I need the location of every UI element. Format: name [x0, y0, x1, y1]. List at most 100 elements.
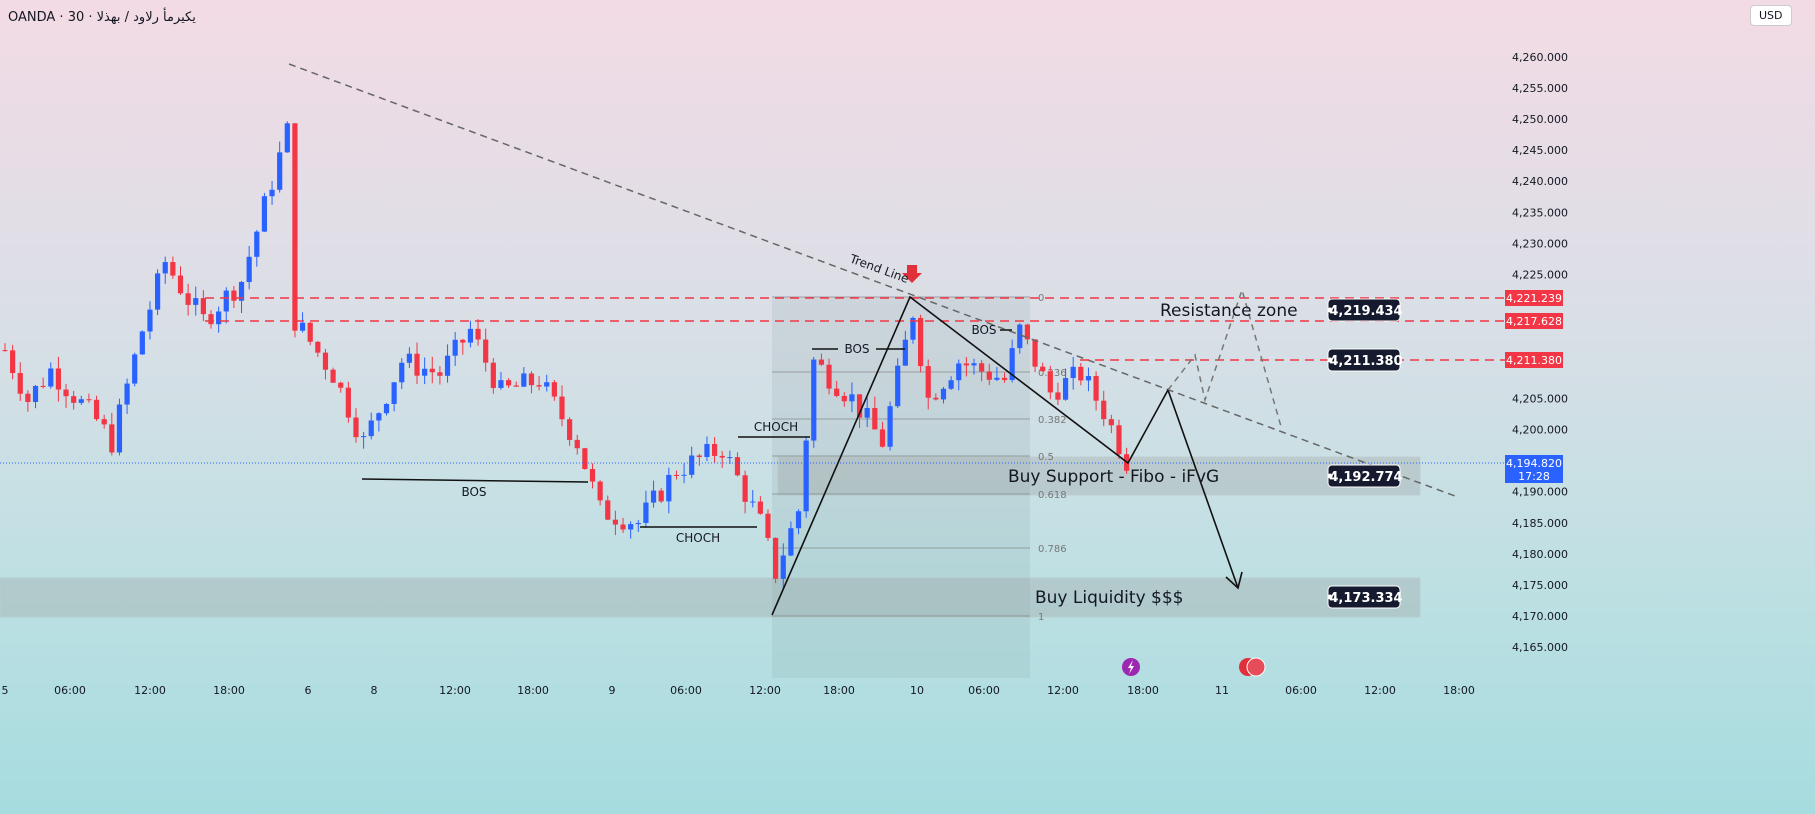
candle	[940, 386, 947, 404]
candle	[834, 380, 840, 398]
candle	[895, 358, 901, 408]
candle	[93, 395, 100, 422]
svg-text:4,192.774: 4,192.774	[1329, 470, 1402, 485]
x-tick-label: 12:00	[1364, 684, 1396, 697]
svg-text:17:28: 17:28	[1518, 470, 1550, 483]
y-tick-label: 4,175.000	[1512, 579, 1568, 592]
candle	[78, 395, 84, 405]
candle	[1055, 382, 1061, 406]
x-tick-label: 11	[1215, 684, 1229, 697]
candle	[376, 412, 382, 432]
candle	[673, 470, 680, 480]
candle	[467, 320, 474, 348]
y-tick-label: 4,165.000	[1512, 641, 1568, 654]
currency-button[interactable]: USD	[1750, 5, 1792, 26]
candle	[155, 269, 161, 316]
candle	[956, 359, 962, 391]
candle	[170, 256, 176, 279]
candle	[208, 310, 214, 329]
candle	[582, 447, 588, 470]
candle	[704, 436, 710, 462]
candle	[1070, 356, 1076, 390]
trend-line-label: Trend Line	[847, 251, 911, 286]
candle	[361, 431, 367, 449]
candle	[559, 385, 565, 427]
candle	[284, 121, 290, 153]
x-tick-label: 06:00	[670, 684, 702, 697]
y-tick-label: 4,250.000	[1512, 113, 1568, 126]
candle	[422, 357, 428, 385]
candle	[979, 360, 985, 382]
candle	[1062, 368, 1069, 401]
candle	[292, 123, 298, 338]
candle	[63, 384, 69, 409]
choch-label: CHOCH	[676, 531, 720, 545]
candle	[681, 463, 687, 484]
candle	[1017, 323, 1023, 354]
candle	[452, 331, 458, 367]
x-tick-label: 10	[910, 684, 924, 697]
candle	[780, 543, 786, 589]
candle	[315, 341, 321, 358]
x-tick-label: 18:00	[213, 684, 245, 697]
candle	[864, 397, 870, 428]
candle	[216, 306, 222, 333]
candle	[971, 358, 977, 375]
candle	[1001, 372, 1008, 383]
candle	[635, 520, 641, 532]
x-tick-label: 18:00	[1443, 684, 1475, 697]
candle	[299, 312, 306, 333]
candle	[238, 280, 245, 314]
candle	[742, 470, 748, 514]
candle	[406, 347, 412, 369]
candle	[368, 412, 374, 440]
candle	[124, 378, 130, 414]
fib-level-label: 0	[1038, 293, 1044, 304]
candle	[513, 381, 519, 387]
candle	[643, 490, 649, 528]
x-tick-label: 12:00	[749, 684, 781, 697]
candle	[612, 510, 618, 536]
candle	[414, 342, 420, 384]
candle	[399, 358, 405, 390]
candle	[147, 301, 153, 340]
symbol-title: OANDA · 30 · يكيرمأ رلاود / بهذلا	[8, 10, 196, 25]
candle	[490, 358, 496, 394]
projection-path	[1167, 287, 1283, 431]
candle	[773, 537, 779, 584]
fib-level-label: 0.5	[1038, 452, 1054, 463]
candle	[719, 451, 725, 468]
candle	[498, 371, 504, 390]
candle	[101, 414, 107, 429]
level-axis-label	[1505, 290, 1563, 306]
candle	[460, 338, 466, 355]
x-tick-label: 06:00	[54, 684, 86, 697]
candle	[1040, 362, 1046, 372]
level-axis-label	[1505, 313, 1563, 329]
candle	[544, 374, 550, 392]
candle	[391, 381, 397, 412]
candle	[788, 521, 794, 557]
candle	[994, 367, 1000, 382]
candle	[811, 356, 817, 448]
svg-text:4,211.380: 4,211.380	[1506, 354, 1562, 367]
x-tick-label: 12:00	[439, 684, 471, 697]
candle	[528, 371, 535, 394]
y-tick-label: 4,205.000	[1512, 393, 1568, 406]
candle	[1108, 414, 1114, 434]
x-tick-label: 6	[305, 684, 312, 697]
candle	[71, 390, 77, 410]
candle	[483, 328, 489, 372]
candle	[231, 286, 237, 309]
candle	[1024, 323, 1031, 345]
candle	[55, 356, 62, 402]
candle	[628, 521, 634, 539]
svg-text:4,219.434: 4,219.434	[1329, 304, 1402, 319]
candle	[567, 417, 573, 446]
candle	[765, 509, 771, 542]
candle	[918, 314, 924, 373]
candle	[109, 412, 115, 456]
candle	[444, 344, 451, 383]
candle	[887, 401, 893, 451]
